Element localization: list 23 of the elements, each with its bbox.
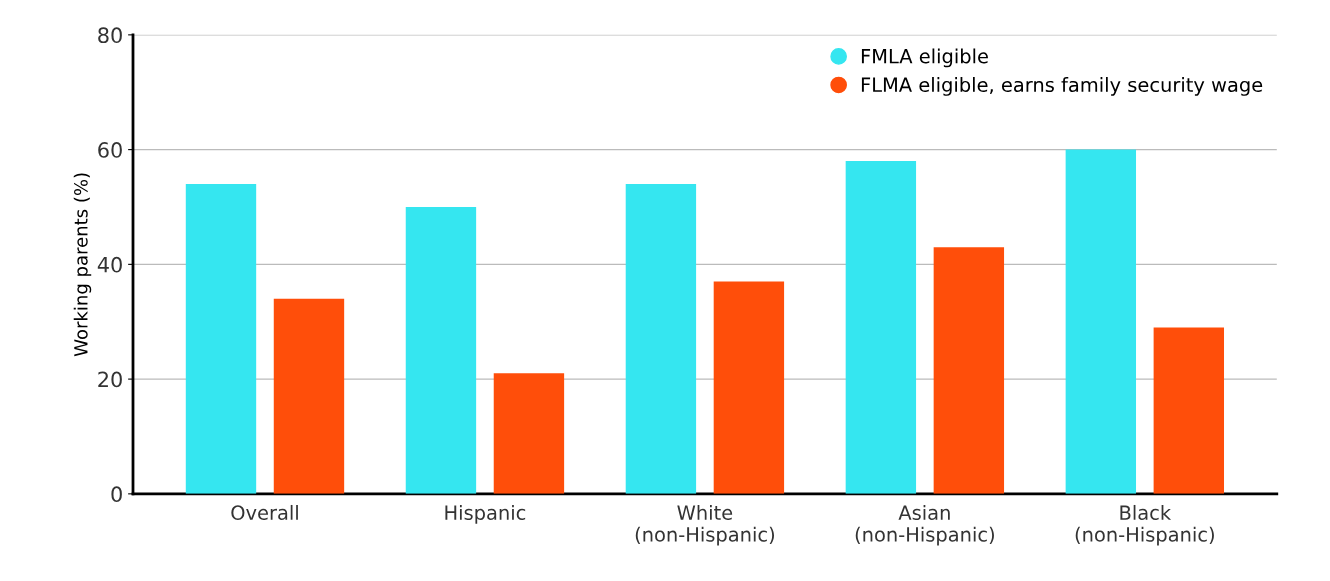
y-tick-label: 80 xyxy=(98,27,122,44)
bar xyxy=(625,184,697,494)
y-tick-label: 0 xyxy=(111,486,122,503)
bar xyxy=(845,161,917,494)
x-tick-label: Hispanic xyxy=(445,504,526,524)
x-tick-label: White (non-Hispanic) xyxy=(635,504,775,546)
legend-label: FLMA eligible, earns family security wage xyxy=(861,77,1263,96)
bar xyxy=(713,281,785,494)
x-tick-label: Black (non-Hispanic) xyxy=(1075,504,1214,546)
y-tick-label: 60 xyxy=(98,142,122,158)
x-tick-label: Overall xyxy=(231,504,298,521)
y-tick-label: 20 xyxy=(98,371,122,388)
bar xyxy=(185,184,257,494)
x-tick-label: Asian (non-Hispanic) xyxy=(855,504,994,546)
legend-label: FMLA eligible xyxy=(861,48,988,68)
bar xyxy=(933,247,1005,494)
bar xyxy=(1153,327,1225,494)
y-tick-label: 40 xyxy=(97,256,122,273)
bar xyxy=(273,298,345,494)
bar xyxy=(493,373,565,494)
bar xyxy=(1065,149,1137,494)
y-axis-title: Working parents (%) xyxy=(73,173,92,357)
bar xyxy=(405,206,477,494)
